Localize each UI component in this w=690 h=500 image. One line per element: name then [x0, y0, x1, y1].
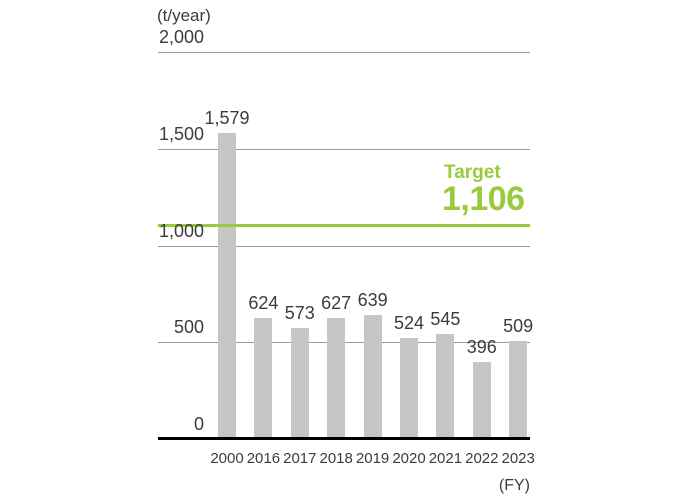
bar-2018 — [327, 317, 346, 439]
x-axis-line — [158, 437, 530, 440]
bar-value-2020: 524 — [393, 312, 425, 333]
bar-2016 — [254, 318, 273, 439]
x-tick-label-2020: 2020 — [392, 450, 426, 467]
y-tick-label-500: 500 — [173, 317, 204, 338]
y-axis-unit-label: (t/year) — [157, 6, 211, 25]
bar-2020 — [400, 337, 418, 439]
bar-value-2022: 396 — [466, 337, 497, 358]
bar-value-2017: 573 — [284, 303, 315, 324]
x-tick-label-2018: 2018 — [319, 450, 353, 467]
bar-value-2019: 639 — [357, 290, 388, 311]
gridline-1000 — [158, 246, 530, 247]
y-tick-label-1000: 1,000 — [158, 220, 204, 241]
target-line-value: 1,106 — [442, 180, 525, 218]
bar-2022 — [472, 362, 491, 439]
y-tick-label-1500: 1,500 — [158, 123, 204, 144]
x-tick-label-2023: 2023 — [501, 450, 535, 467]
bar-2021 — [436, 333, 455, 439]
x-tick-label-2016: 2016 — [246, 450, 281, 467]
bar-2017 — [290, 328, 309, 439]
gridline-2000 — [158, 52, 530, 53]
x-tick-label-2022: 2022 — [465, 450, 499, 467]
bar-2000 — [218, 133, 236, 439]
bar-value-2018: 627 — [321, 292, 352, 313]
bar-value-2021: 545 — [430, 308, 461, 329]
x-tick-label-2019: 2019 — [355, 450, 390, 467]
bar-value-2016: 624 — [248, 293, 279, 314]
x-tick-label-2021: 2021 — [428, 450, 463, 467]
y-tick-label-2000: 2,000 — [158, 27, 204, 47]
target-line-label: Target — [444, 162, 501, 183]
gridline-1500 — [158, 149, 530, 150]
bar-value-2000: 1,579 — [204, 108, 250, 129]
x-tick-label-2017: 2017 — [283, 450, 317, 467]
target-line — [158, 223, 530, 227]
bar-value-2023: 509 — [503, 315, 534, 336]
x-axis-unit-label: (FY) — [498, 477, 530, 494]
y-tick-label-0: 0 — [193, 414, 204, 434]
x-tick-label-2000: 2000 — [210, 450, 244, 467]
bar-2023 — [509, 340, 528, 439]
bar-2019 — [363, 315, 382, 439]
